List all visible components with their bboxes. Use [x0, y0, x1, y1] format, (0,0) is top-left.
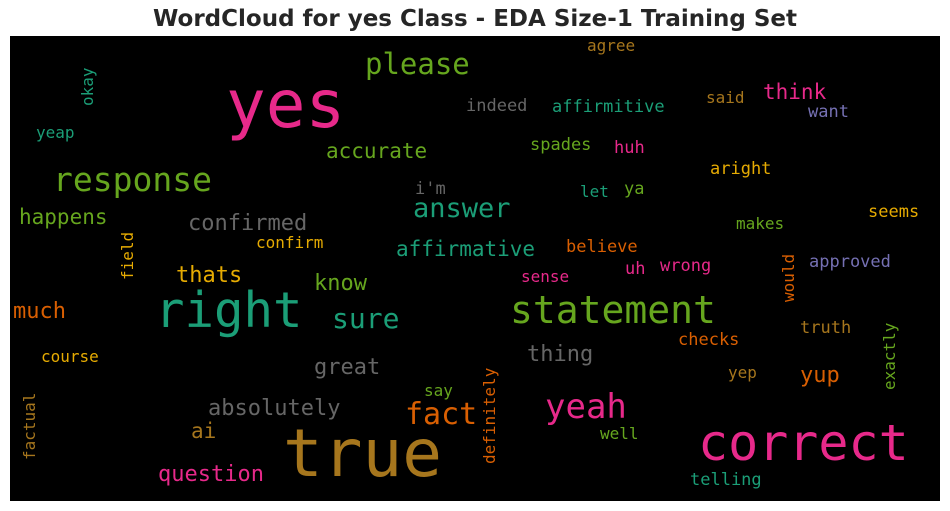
word-sure: sure [332, 305, 399, 333]
word-exactly: exactly [882, 323, 898, 390]
word-sense: sense [521, 269, 569, 285]
word-ya: ya [624, 181, 644, 198]
word-well: well [600, 426, 639, 442]
word-uh: uh [625, 261, 645, 278]
word-indeed: indeed [466, 98, 527, 115]
word-yeah: yeah [545, 390, 627, 424]
word-field: field [120, 232, 136, 280]
word-okay: okay [80, 67, 96, 106]
word-thing: thing [527, 344, 593, 366]
word-yes: yes [226, 72, 345, 138]
word-want: want [808, 104, 849, 121]
word-true: true [283, 421, 442, 487]
word-checks: checks [678, 332, 739, 349]
word-great: great [314, 357, 380, 379]
word-confirmed: confirmed [188, 213, 307, 235]
word-agree: agree [587, 38, 635, 54]
word-spades: spades [530, 137, 591, 154]
word-approved: approved [809, 254, 891, 271]
word-accurate: accurate [326, 141, 427, 162]
word-affirmitive: affirmitive [552, 99, 665, 116]
wordcloud-panel: yes please agree okay yeap indeed affirm… [10, 36, 940, 501]
word-response: response [53, 163, 212, 196]
word-know: know [314, 273, 367, 295]
word-believe: believe [566, 239, 638, 256]
word-yep: yep [728, 365, 757, 381]
word-question: question [158, 464, 264, 486]
word-factual: factual [22, 393, 38, 460]
word-statement: statement [510, 291, 716, 329]
word-said: said [706, 90, 745, 106]
word-much: much [13, 301, 66, 323]
word-definitely: definitely [482, 368, 498, 464]
chart-title: WordCloud for yes Class - EDA Size-1 Tra… [0, 6, 950, 32]
word-seems: seems [868, 204, 919, 221]
word-answer: answer [413, 195, 511, 222]
word-course: course [41, 349, 99, 365]
word-makes: makes [736, 216, 784, 232]
word-yup: yup [800, 365, 840, 387]
word-yeap: yeap [36, 125, 75, 141]
word-please: please [365, 50, 470, 79]
word-aright: aright [710, 161, 771, 178]
word-right: right [155, 286, 303, 335]
word-would: would [781, 254, 797, 302]
word-wrong: wrong [660, 258, 711, 275]
word-think: think [763, 82, 826, 103]
word-telling: telling [690, 472, 762, 489]
word-confirm: confirm [256, 235, 323, 251]
word-truth: truth [800, 320, 851, 337]
word-ai: ai [191, 421, 216, 442]
word-huh: huh [614, 140, 645, 157]
word-happens: happens [19, 207, 108, 228]
word-affirmative: affirmative [396, 239, 535, 260]
word-let: let [580, 184, 609, 200]
word-correct: correct [698, 418, 909, 468]
